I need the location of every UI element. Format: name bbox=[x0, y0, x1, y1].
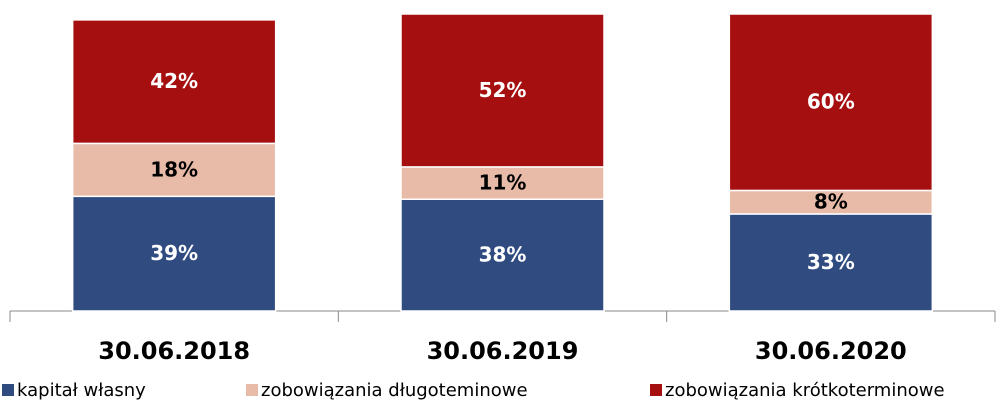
data-label: 38% bbox=[479, 243, 527, 267]
legend-swatch bbox=[650, 384, 662, 396]
legend-label: kapitał własny bbox=[17, 380, 146, 401]
bar-segment bbox=[728, 213, 934, 312]
data-label: 52% bbox=[479, 78, 527, 102]
bar-segment bbox=[400, 13, 605, 168]
data-label: 39% bbox=[150, 241, 198, 265]
legend-swatch bbox=[246, 384, 258, 396]
bar-segment bbox=[728, 13, 934, 192]
legend-label: zobowiązania krótkoterminowe bbox=[665, 380, 945, 401]
x-tick-label: 30.06.2020 bbox=[755, 337, 907, 365]
legend-swatch bbox=[2, 384, 14, 396]
data-label: 11% bbox=[479, 171, 527, 195]
data-label: 8% bbox=[814, 190, 848, 214]
bar-segment bbox=[71, 19, 277, 145]
data-label: 33% bbox=[807, 250, 855, 274]
x-tick-label: 30.06.2019 bbox=[427, 337, 579, 365]
data-label: 42% bbox=[150, 69, 198, 93]
bar-segment bbox=[71, 195, 277, 312]
bar-segment bbox=[71, 142, 277, 198]
legend-label: zobowiązania długoteminowe bbox=[261, 380, 528, 401]
data-label: 18% bbox=[150, 157, 198, 181]
x-tick-label: 30.06.2018 bbox=[98, 337, 250, 365]
data-label: 60% bbox=[807, 90, 855, 114]
